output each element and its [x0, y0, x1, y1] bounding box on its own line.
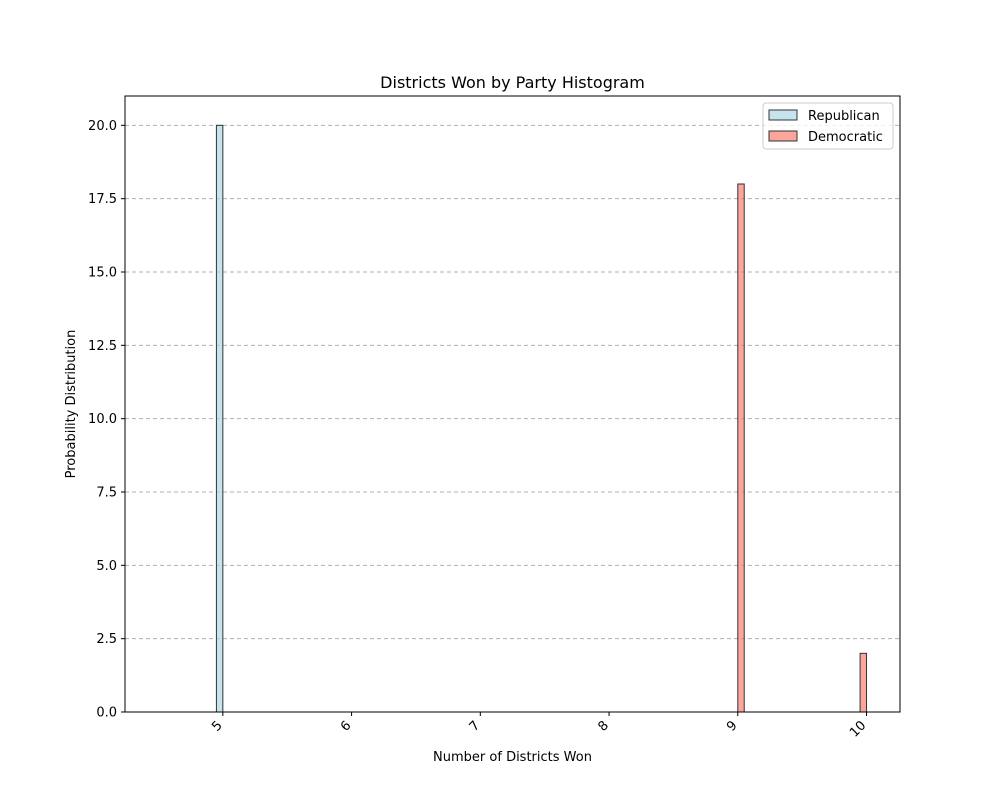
plot-frame [124, 95, 901, 713]
y-tick-label: 12.5 [88, 339, 117, 354]
bar-republican [215, 124, 224, 713]
legend-label: Republican [808, 109, 880, 124]
bar-democratic [859, 652, 868, 713]
y-axis-title: Probability Distribution [64, 330, 79, 479]
y-tick-label: 0.0 [96, 706, 117, 721]
legend-swatch [768, 130, 798, 142]
legend-swatch [768, 109, 798, 121]
legend: Republican Democratic [762, 102, 894, 150]
bar-democratic [737, 183, 745, 713]
y-tick-label: 2.5 [96, 632, 117, 647]
y-tick-label: 15.0 [88, 266, 117, 281]
legend-label: Democratic [808, 130, 883, 145]
y-tick-label: 5.0 [96, 559, 117, 574]
y-tick-label: 17.5 [88, 192, 117, 207]
y-tick-label: 7.5 [96, 486, 117, 501]
y-axis-ticks: 0.0 2.5 5.0 7.5 10.0 12.5 15.0 17.5 20.0 [88, 119, 125, 721]
y-tick-label: 20.0 [88, 119, 117, 134]
x-axis-title: Number of Districts Won [433, 750, 592, 765]
y-tick-label: 10.0 [88, 412, 117, 427]
chart-title: Districts Won by Party Histogram [380, 73, 645, 92]
